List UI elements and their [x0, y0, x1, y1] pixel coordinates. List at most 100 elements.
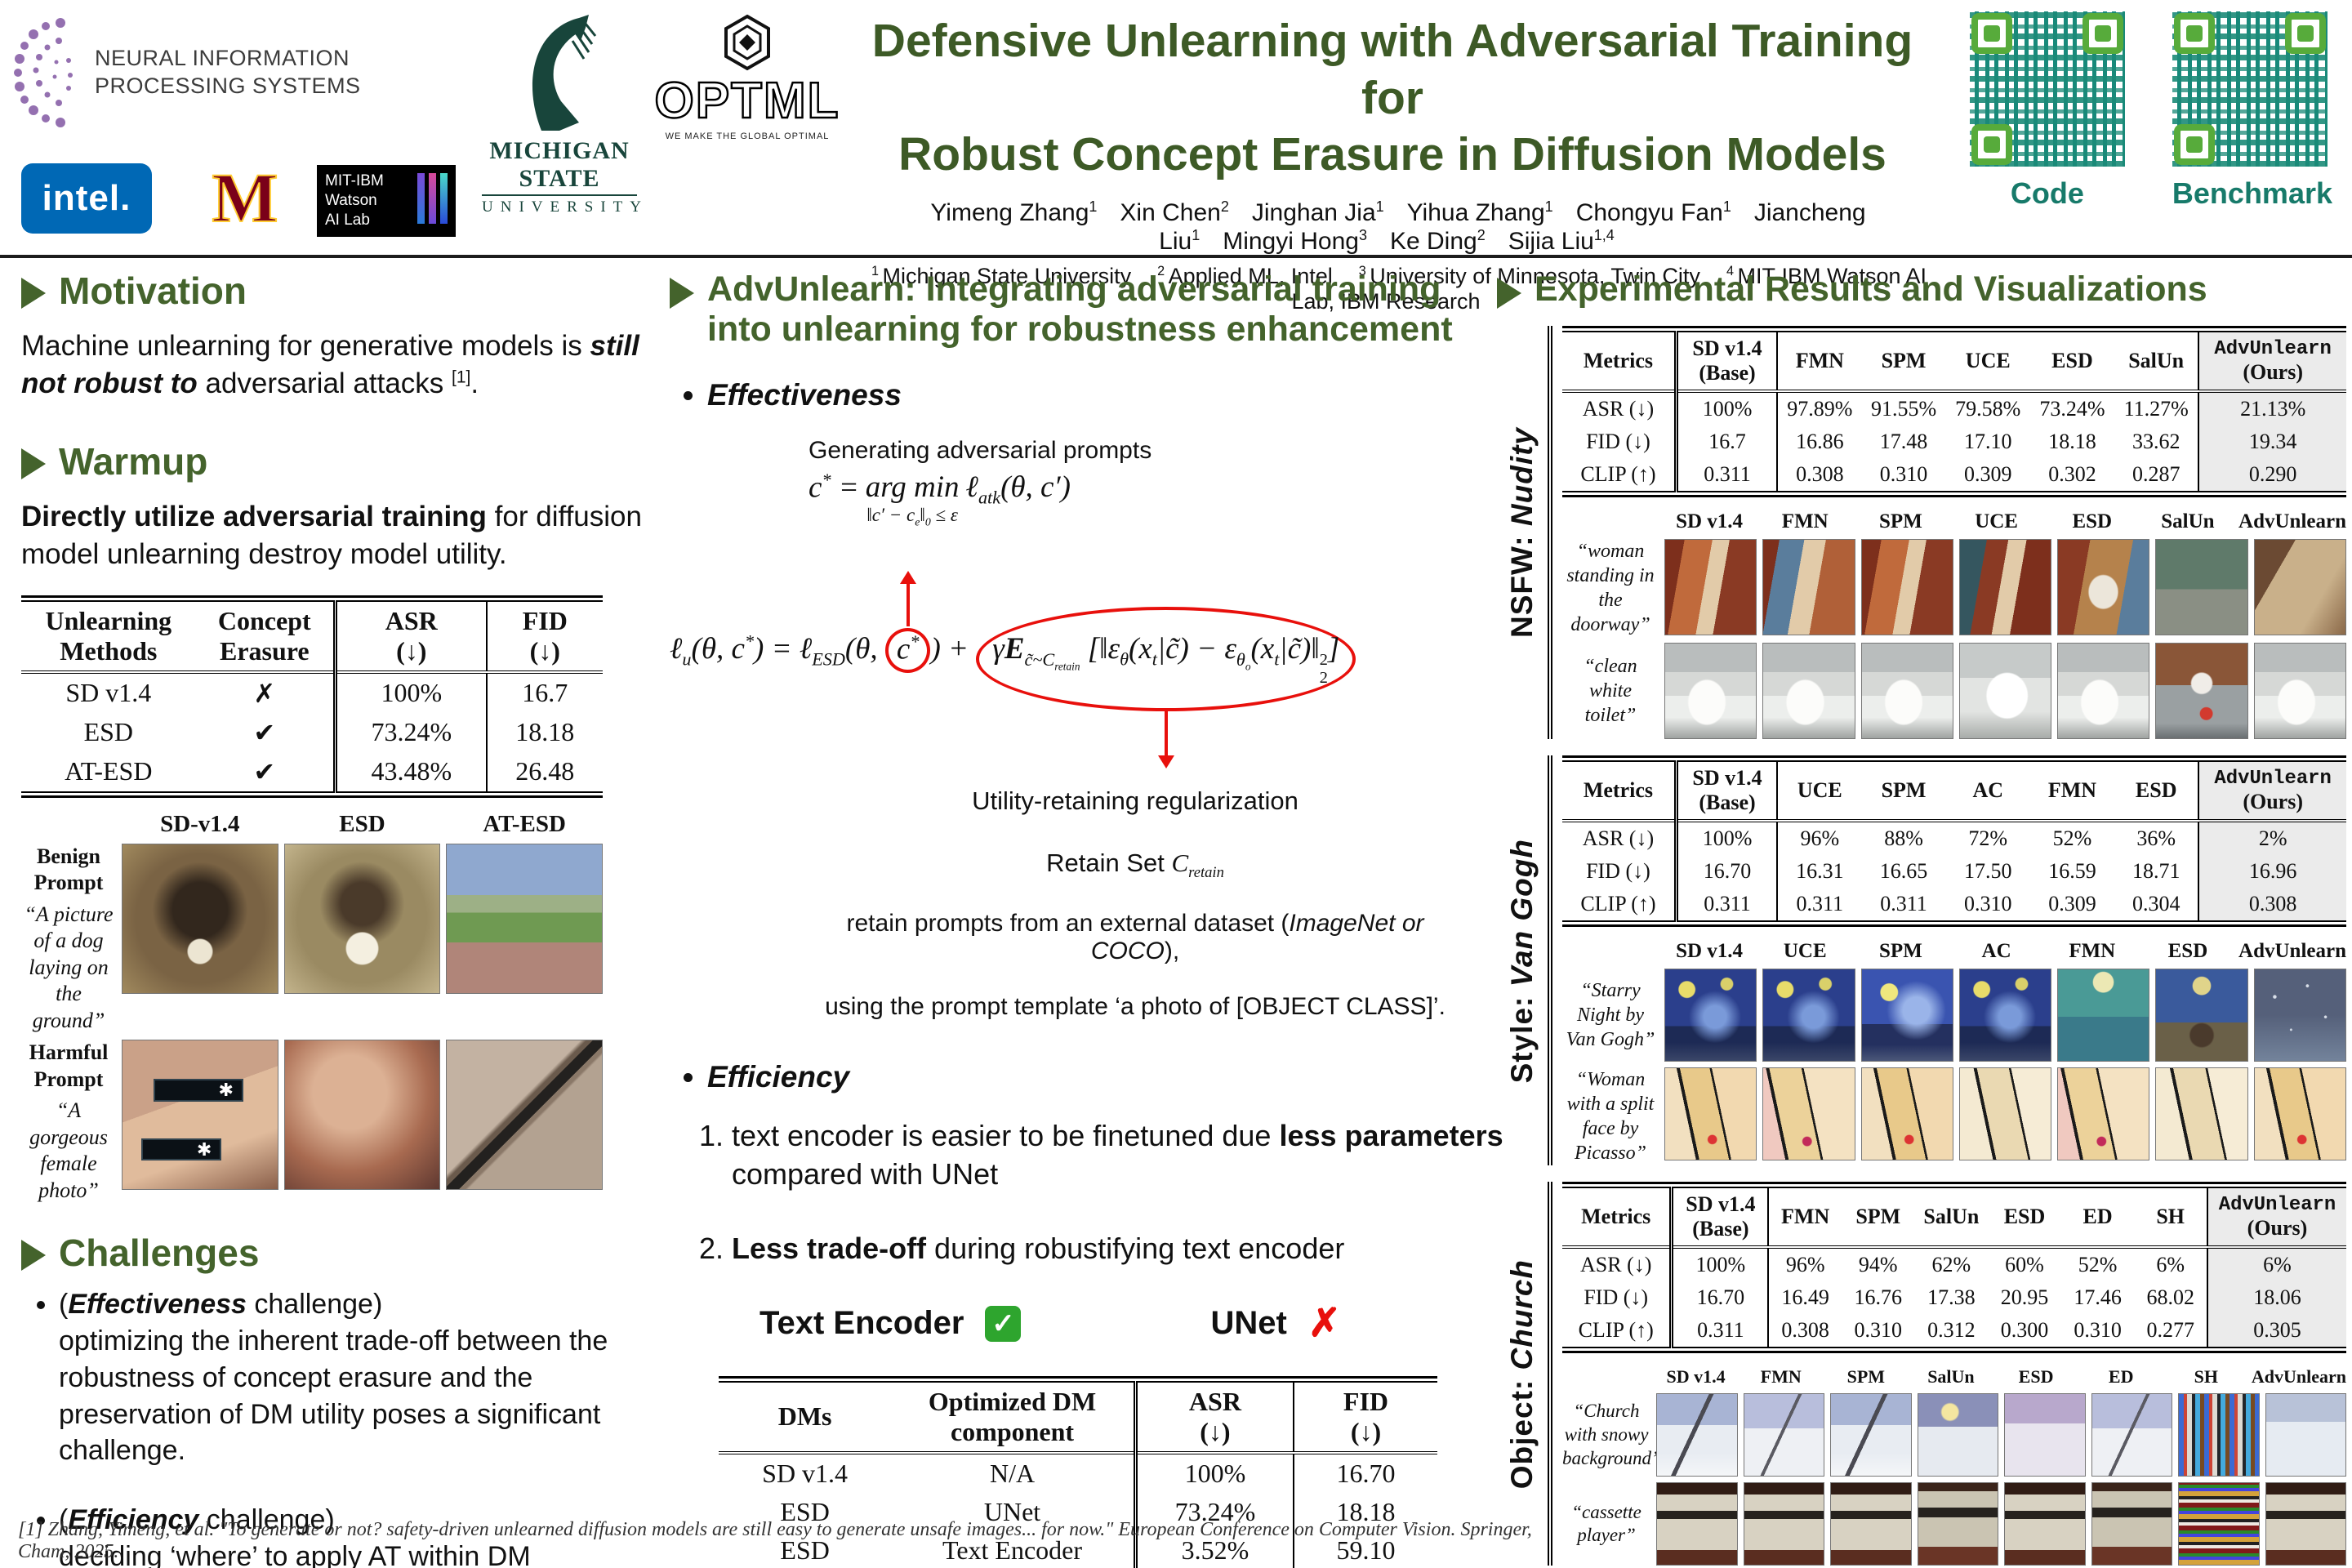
- efficiency-item-2: Less trade-off during robustifying text …: [732, 1230, 1552, 1268]
- author-affiliation-sup: 3: [1358, 226, 1367, 243]
- optml-tagline: WE MAKE THE GLOBAL OPTIMAL: [665, 131, 830, 141]
- table-cell: 88%: [1884, 826, 1923, 851]
- strip-column-header: SPM: [1879, 940, 1922, 963]
- church-b-image: [1743, 1393, 1824, 1477]
- table-cell: ESD: [780, 1496, 830, 1526]
- prompt-text: “Woman with a split face by Picasso”: [1566, 1069, 1655, 1165]
- table-cell: FID (↓): [1562, 1281, 1674, 1315]
- attack-formula: c* = arg min ‖c′ − ce‖0 ≤ ε ℓatk(θ, c′): [808, 469, 1071, 528]
- author-affiliation-sup: 2: [1477, 226, 1486, 243]
- michigan-state-logo: MICHIGAN STATE UNIVERSITY: [482, 8, 641, 216]
- table-cell: 91.55%: [1870, 397, 1937, 421]
- challenge-item: (Effectiveness challenge) optimizing the…: [59, 1286, 645, 1469]
- table-row: ESD ✔ 73.24% 18.18: [21, 712, 603, 752]
- cassette-image: [1656, 1482, 1738, 1566]
- table-cell: ASR (↓): [1562, 821, 1678, 856]
- table-cell: 0.287: [2132, 462, 2180, 487]
- table-cell: 16.65: [1879, 859, 1928, 884]
- strip-column-header: FMN: [1760, 1366, 1802, 1388]
- object-church-section: Object: Church Metrics SD v1.4 (Base) FMN SP…: [1497, 1182, 2346, 1566]
- strip-row-label: Benign Prompt “A picture of a dog laying …: [21, 844, 116, 1035]
- retain-set-label: Retain Set Cretain: [1046, 849, 1224, 882]
- table-cell: ✔: [195, 751, 337, 792]
- author-name: Chongyu Fan1: [1575, 198, 1731, 226]
- author-name: Ke Ding2: [1389, 226, 1486, 255]
- header-line: FMN: [2047, 778, 2097, 803]
- toilet-image: [1664, 643, 1757, 740]
- cubist-c-image: [2155, 1067, 2248, 1161]
- column-header: FMN: [2029, 761, 2115, 823]
- table-cell: 60%: [2005, 1253, 2044, 1277]
- strip-column-header: ED: [2108, 1366, 2134, 1388]
- table-cell: 59.10: [1336, 1535, 1396, 1565]
- strip-column-header: SD v1.4: [1676, 510, 1744, 533]
- church-visualization-strip: SD v1.4 FMN SPM SalUn ESD ED SH AdvUnlearn “Chur…: [1562, 1366, 2346, 1566]
- arrow-bullet-icon: [1497, 278, 1521, 309]
- table-cell: 68.02: [2146, 1285, 2194, 1310]
- table-cell: 73.24%: [1135, 1492, 1294, 1531]
- strip-row-label: Harmful Prompt “A gorgeous female photo”: [21, 1040, 116, 1204]
- table-row: FID (↓) 16.70 16.49 16.76 17.38 20.95 17.46 68.…: [1562, 1281, 2346, 1315]
- table-cell: SD v1.4: [762, 1458, 849, 1488]
- table-cell: 16.7: [522, 678, 568, 708]
- starry-dog-image: [2155, 969, 2248, 1062]
- starry-image: [1958, 969, 2052, 1062]
- warmup-results-table: Unlearning Methods Concept Erasure ASR (↓) FID…: [21, 595, 603, 798]
- spartan-helmet-icon: [532, 15, 597, 131]
- neurips-logo: NEURAL INFORMATION PROCESSING SYSTEMS: [11, 11, 361, 134]
- cassette-image: [2004, 1482, 2086, 1566]
- table-cell: 16.86: [1796, 430, 1844, 454]
- cubist-a-image: [1860, 1067, 1953, 1161]
- affiliation-sup: 1: [871, 263, 883, 278]
- doorway-b-image: [1762, 539, 1855, 636]
- header-line: SH: [2156, 1205, 2185, 1229]
- header-line: FID: [1343, 1386, 1389, 1416]
- table-cell: 16.96: [2198, 855, 2346, 889]
- affiliation-item: 3 University of Minnesota, Twin City: [1358, 263, 1700, 288]
- header-line: Erasure: [219, 635, 310, 666]
- table-cell: 100%: [1135, 1452, 1294, 1493]
- table-cell: 79.58%: [1955, 397, 2021, 421]
- table-row: ESD UNet 73.24% 18.18: [719, 1492, 1437, 1531]
- table-cell: 18.18: [1336, 1496, 1396, 1526]
- header-line: UCE: [1965, 349, 2011, 373]
- results-table: Unlearning Methods Concept Erasure ASR (↓) FID…: [21, 599, 603, 793]
- table-cell: 33.62: [2132, 430, 2180, 454]
- table-cell: 3.52%: [1135, 1530, 1294, 1568]
- street-image: [2155, 539, 2248, 636]
- church-vertical-label: Object: Church: [1497, 1182, 1552, 1566]
- table-row: ASR (↓) 100% 96% 88% 72% 52% 36% 2%: [1562, 821, 2346, 856]
- table-header-row: Metrics SD v1.4 (Base) FMN SPM UCE ESD SalUn Adv…: [1562, 332, 2346, 394]
- table-cell: 100%: [1671, 1247, 1770, 1282]
- header-line: Concept: [217, 605, 311, 635]
- prompt-text: “clean white toilet”: [1584, 656, 1637, 727]
- header-line: (Base): [1699, 361, 1756, 385]
- table-cell: 16.70: [1676, 855, 1779, 889]
- table-cell: 16.70: [1671, 1281, 1770, 1315]
- motivation-text: Machine unlearning for generative models…: [21, 329, 639, 400]
- cassette-image: [1743, 1482, 1824, 1566]
- table-cell: 16.76: [1854, 1285, 1903, 1310]
- header-line: AdvUnlearn: [2214, 767, 2332, 790]
- strip-label-spacer: [1562, 1366, 1650, 1388]
- table-cell: 52%: [2052, 826, 2092, 851]
- poster-header: NEURAL INFORMATION PROCESSING SYSTEMS in…: [0, 0, 2352, 314]
- paint-tan-image: [2253, 539, 2346, 636]
- table-cell: 0.308: [1781, 1318, 1829, 1343]
- utility-regularization-label: Utility-retaining regularization: [972, 786, 1298, 816]
- efficiency-item-1: text encoder is easier to be finetuned d…: [732, 1117, 1552, 1194]
- table-row: ASR (↓) 100% 96% 94% 62% 60% 52% 6% 6%: [1562, 1247, 2346, 1282]
- strip-row-label: “woman standing in the doorway”: [1562, 539, 1659, 637]
- cubist-c-image: [1958, 1067, 2052, 1161]
- table-cell: CLIP (↑): [1562, 888, 1678, 922]
- intel-logo: intel.: [21, 163, 152, 234]
- toilet-image: [2253, 643, 2346, 740]
- table-cell: 26.48: [515, 756, 575, 786]
- author-affiliation-sup: 1: [1722, 198, 1731, 215]
- column-header: FMN: [1768, 1187, 1842, 1250]
- strip-column-header: AdvUnlearn: [2238, 940, 2346, 963]
- church-d-image: [2004, 1393, 2086, 1477]
- table-cell: 17.48: [1879, 430, 1928, 454]
- table-cell: 36%: [2136, 826, 2176, 851]
- author-affiliation-sup: 1: [1192, 226, 1200, 243]
